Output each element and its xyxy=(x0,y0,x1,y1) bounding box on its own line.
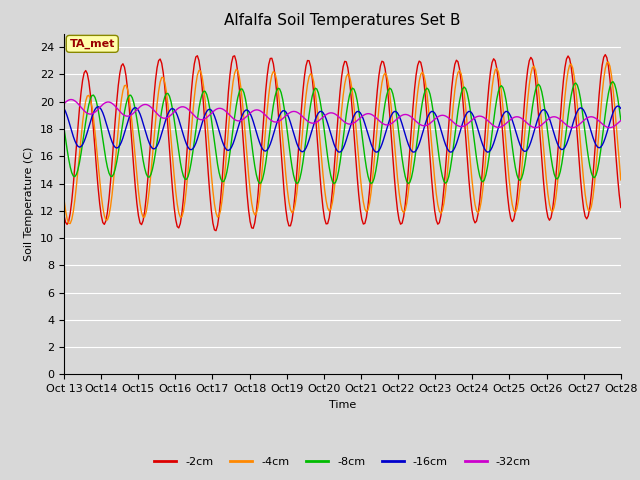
-4cm xyxy=(588,204,595,210)
-16cm xyxy=(303,142,311,147)
-8cm xyxy=(254,178,262,183)
-16cm xyxy=(484,149,492,155)
-4cm xyxy=(60,196,68,202)
Text: TA_met: TA_met xyxy=(70,39,115,49)
-2cm xyxy=(305,58,313,64)
-8cm xyxy=(404,180,412,186)
-8cm xyxy=(303,124,311,130)
-4cm xyxy=(605,59,612,65)
-8cm xyxy=(129,95,136,100)
-16cm xyxy=(617,106,625,111)
-4cm xyxy=(305,74,313,80)
-2cm xyxy=(617,204,625,210)
-2cm xyxy=(212,228,220,234)
-8cm xyxy=(244,116,252,122)
-32cm xyxy=(68,96,76,102)
-32cm xyxy=(532,125,540,131)
-32cm xyxy=(60,101,68,107)
-2cm xyxy=(255,174,263,180)
-16cm xyxy=(60,106,68,111)
-8cm xyxy=(60,125,68,131)
-32cm xyxy=(255,108,263,113)
-4cm xyxy=(130,139,138,145)
-16cm xyxy=(244,108,252,114)
-8cm xyxy=(588,170,595,176)
Legend: -2cm, -4cm, -8cm, -16cm, -32cm: -2cm, -4cm, -8cm, -16cm, -32cm xyxy=(150,452,535,471)
-4cm xyxy=(228,92,236,97)
-2cm xyxy=(228,60,236,66)
-2cm xyxy=(60,212,68,218)
-16cm xyxy=(254,134,262,140)
Title: Alfalfa Soil Temperatures Set B: Alfalfa Soil Temperatures Set B xyxy=(224,13,461,28)
-8cm xyxy=(617,117,625,123)
-32cm xyxy=(589,114,596,120)
-32cm xyxy=(617,118,625,123)
Line: -16cm: -16cm xyxy=(64,106,621,152)
-16cm xyxy=(226,146,234,152)
Y-axis label: Soil Temperature (C): Soil Temperature (C) xyxy=(24,147,35,261)
-8cm xyxy=(226,150,234,156)
Line: -2cm: -2cm xyxy=(64,55,621,231)
-2cm xyxy=(129,144,136,150)
X-axis label: Time: Time xyxy=(329,400,356,409)
-32cm xyxy=(130,110,138,116)
-16cm xyxy=(614,103,621,109)
-2cm xyxy=(588,192,595,197)
Line: -32cm: -32cm xyxy=(64,99,621,128)
Line: -4cm: -4cm xyxy=(64,62,621,224)
-4cm xyxy=(255,194,263,200)
-32cm xyxy=(228,114,236,120)
-16cm xyxy=(129,107,136,113)
-4cm xyxy=(67,221,74,227)
-8cm xyxy=(609,79,617,84)
-4cm xyxy=(246,188,254,193)
-4cm xyxy=(617,177,625,183)
-2cm xyxy=(246,219,254,225)
-32cm xyxy=(305,119,313,125)
-32cm xyxy=(246,110,254,116)
-16cm xyxy=(588,130,595,135)
-2cm xyxy=(602,52,609,58)
Line: -8cm: -8cm xyxy=(64,82,621,183)
